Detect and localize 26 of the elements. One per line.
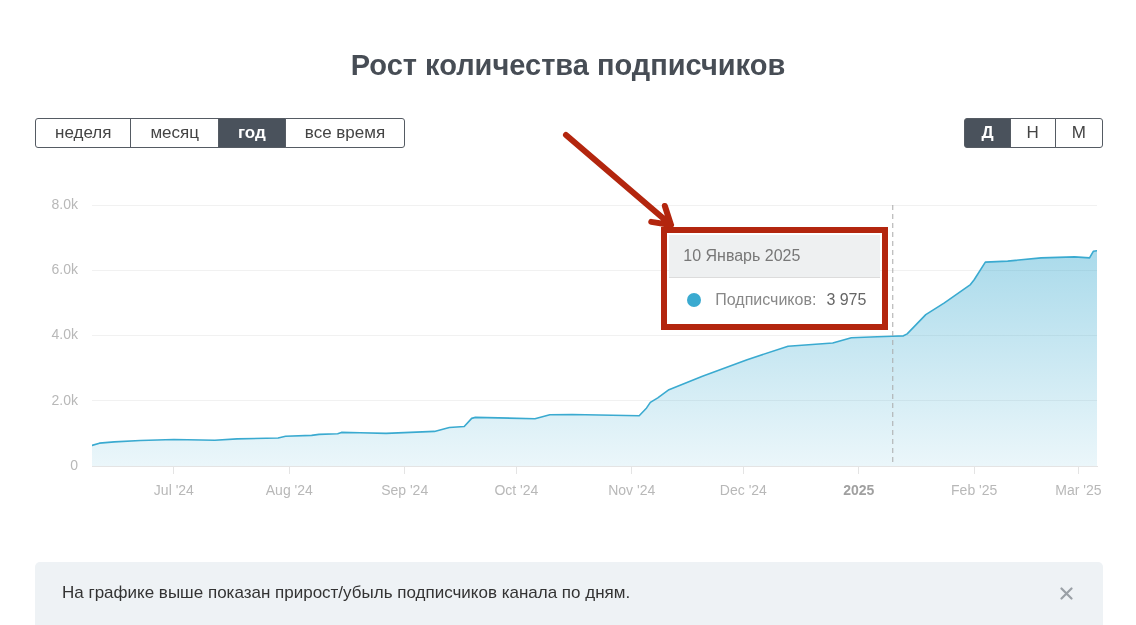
x-tick-label: Mar '25	[1055, 482, 1102, 499]
annotation: 10 Январь 2025	[669, 235, 881, 279]
x-tick-label: Feb '25	[951, 482, 998, 499]
data-label: 3 975	[826, 291, 867, 310]
y-tick-label: 2.0k	[51, 391, 79, 408]
button[interactable]: месяц	[130, 118, 219, 148]
button[interactable]: Н	[1009, 118, 1056, 148]
y-tick-label: 6.0k	[51, 261, 79, 278]
button[interactable]: неделя	[35, 118, 132, 148]
button[interactable]: год	[218, 118, 286, 148]
button[interactable]: М	[1054, 118, 1103, 148]
button[interactable]: все время	[284, 118, 406, 148]
y-tick-label: 0	[70, 456, 79, 473]
x-tick-label: Dec '24	[719, 482, 768, 499]
text: На графике выше показан прирост/убыль подписчиков канала по дням.	[62, 582, 631, 604]
x-tick-label: Oct '24	[494, 482, 539, 499]
y-tick-label: 8.0k	[51, 195, 79, 212]
x-tick-label: 2025	[843, 482, 875, 499]
x-tick-label: Sep '24	[381, 482, 429, 499]
x-tick-label: Nov '24	[608, 482, 656, 499]
x-tick-label: Aug '24	[265, 482, 314, 499]
x-tick-label: Jul '24	[153, 482, 195, 499]
y-tick-label: 4.0k	[51, 326, 79, 343]
legend-label: Подписчиков:	[715, 291, 817, 310]
button[interactable]: Д	[964, 118, 1011, 148]
chart-title: Рост количества подписчиков	[349, 48, 787, 83]
